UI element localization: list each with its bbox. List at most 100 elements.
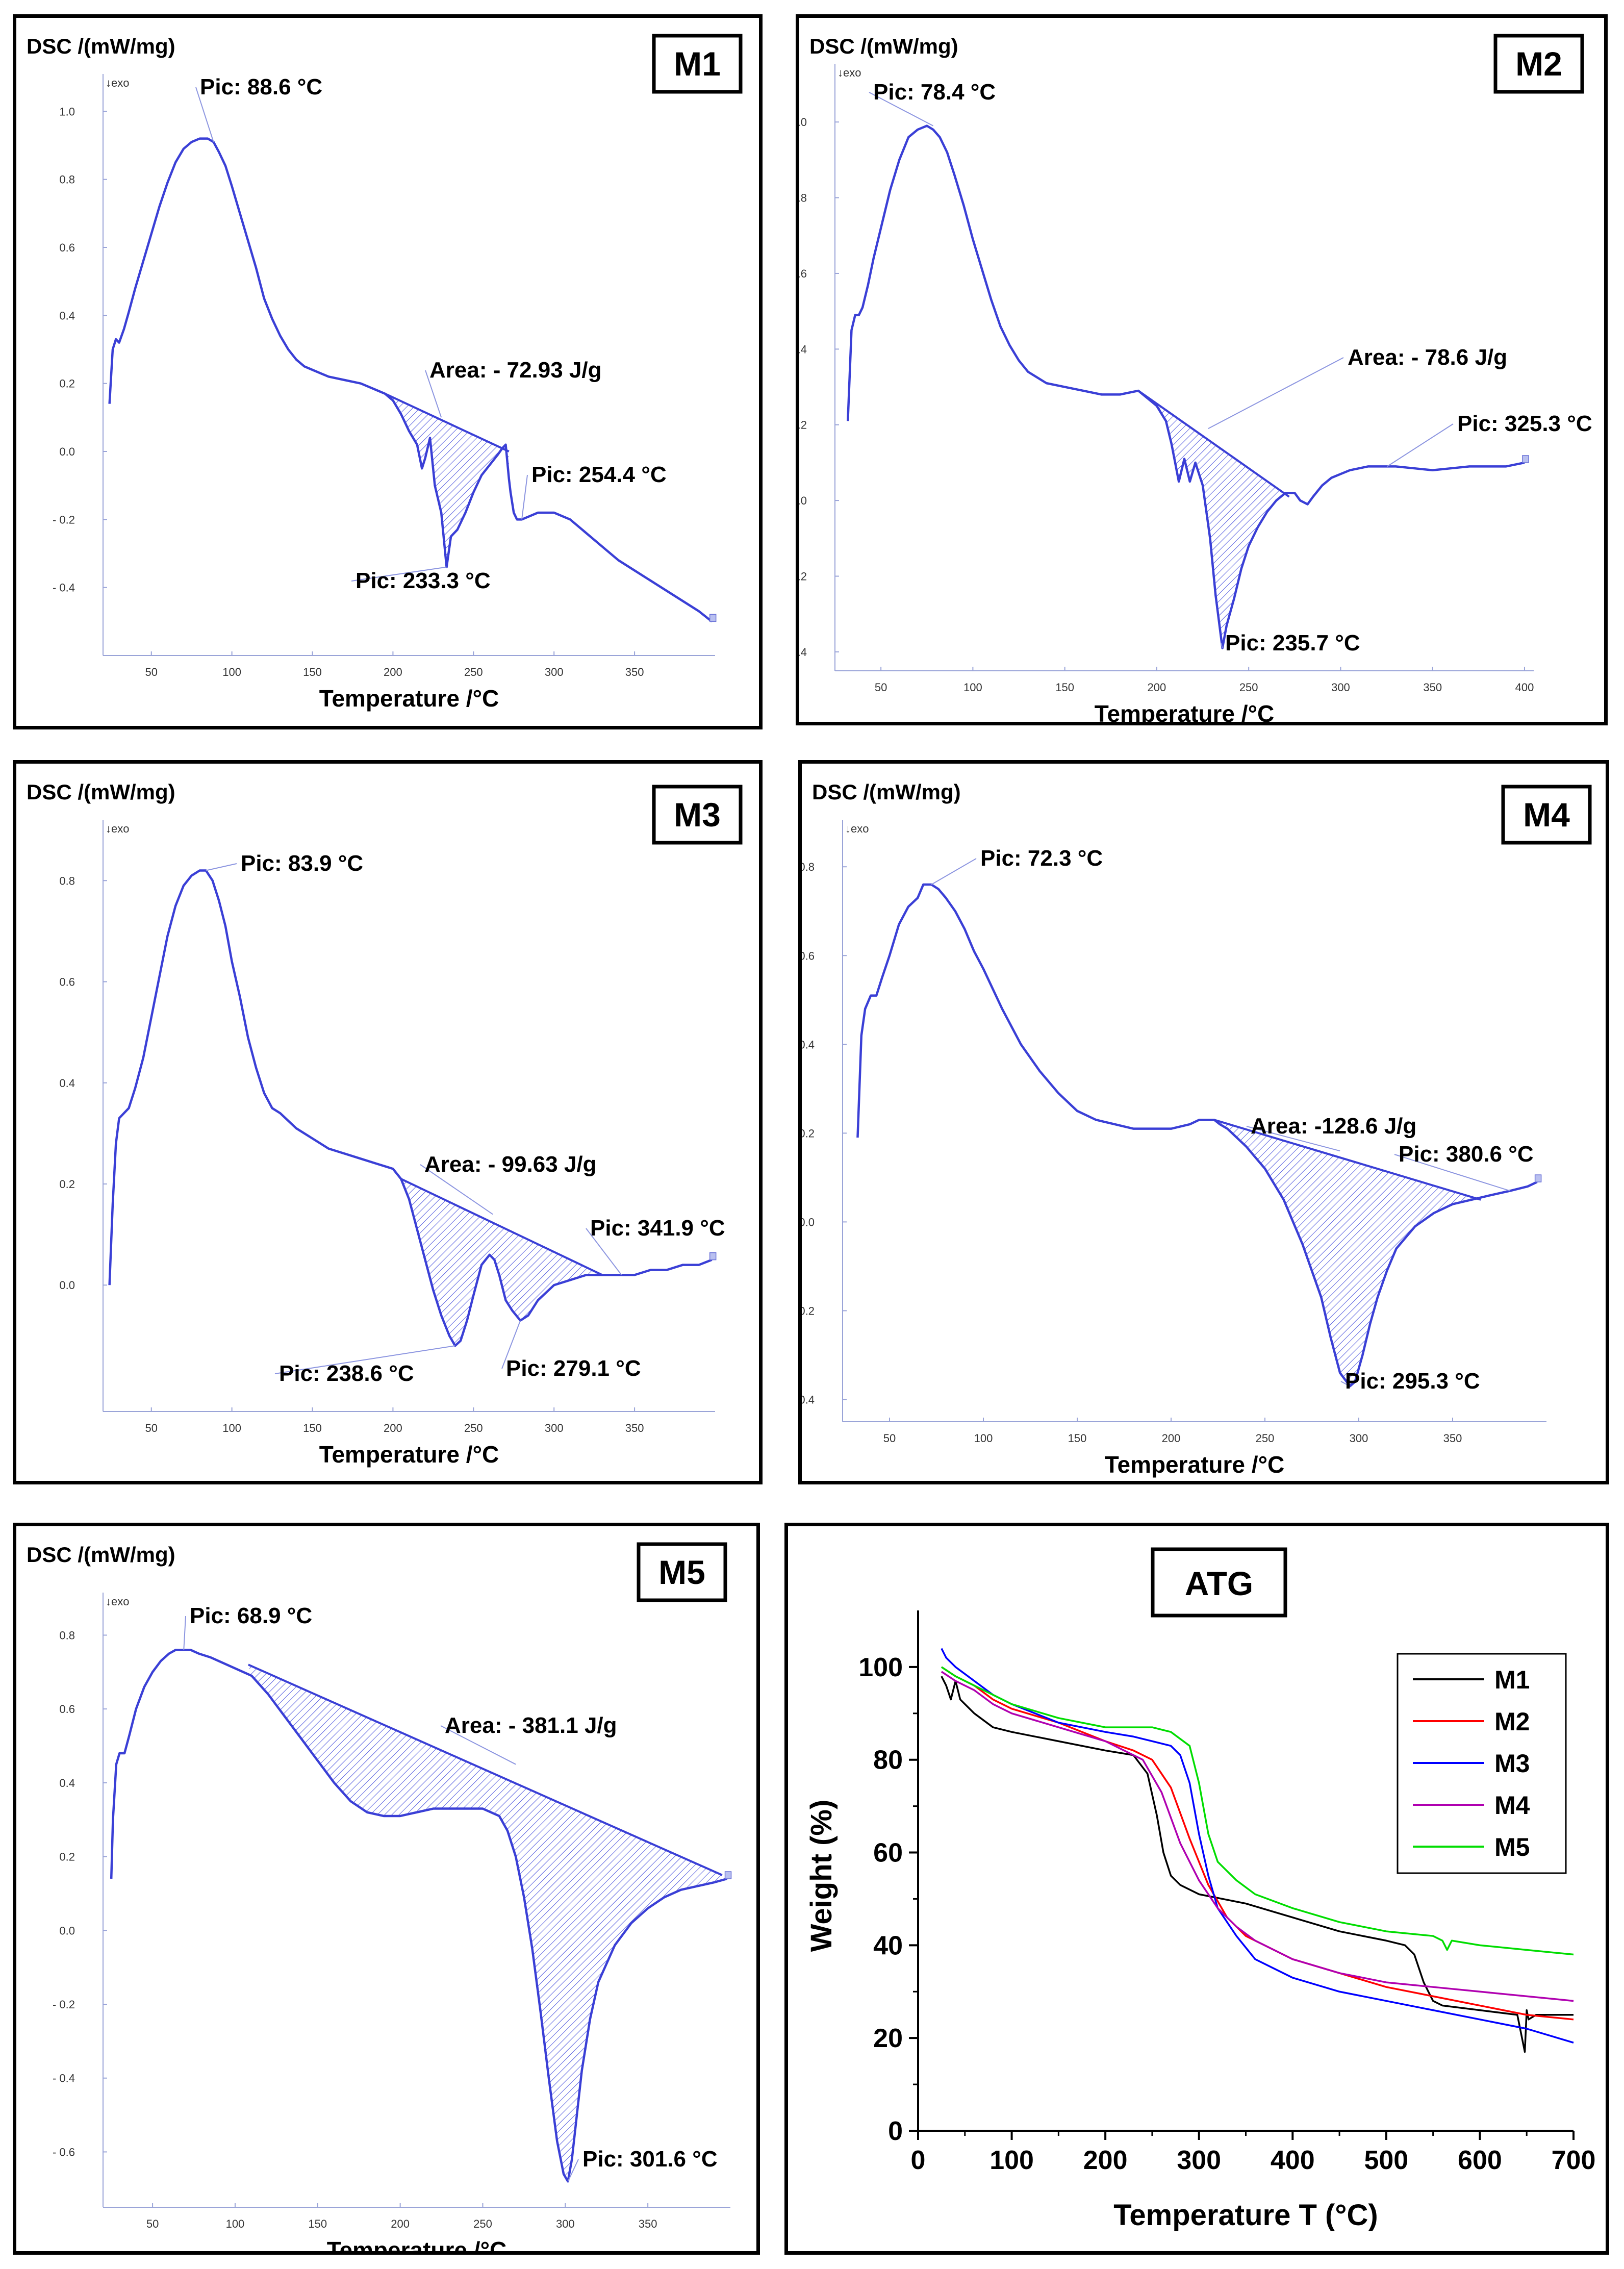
annotation-leader xyxy=(521,474,528,520)
x-tick-label: 150 xyxy=(1055,681,1074,694)
exo-label: ↓exo xyxy=(106,1595,129,1608)
annotation-leader xyxy=(440,1725,516,1765)
y-axis-label: DSC /(mW/mg) xyxy=(27,780,175,804)
annotation-leader xyxy=(420,1164,493,1215)
y-tick-label: - 0.2 xyxy=(802,1304,815,1317)
end-marker xyxy=(1522,455,1529,463)
atg-x-axis-label: Temperature T (°C) xyxy=(1113,2199,1378,2232)
y-tick-label: 1.0 xyxy=(59,105,75,118)
atg-series-m1 xyxy=(941,1676,1574,2053)
sample-label: M1 xyxy=(674,45,721,83)
y-tick-label: - 0.2 xyxy=(53,1998,75,2011)
x-axis-label: Temperature /°C xyxy=(1095,700,1274,722)
y-axis-label: DSC /(mW/mg) xyxy=(809,34,958,58)
y-tick-label: 0.6 xyxy=(59,976,75,989)
y-tick-label: 0.2 xyxy=(59,1178,75,1191)
annotation-leader xyxy=(183,1616,186,1650)
chart-m2: 1.0 0.8 0.6 0.4 0.2 0.0 - 0.2 - 0.4 50 100 150 200 2… xyxy=(799,34,1592,722)
annotation-leader xyxy=(1387,423,1454,467)
x-tick-label: 300 xyxy=(545,666,564,678)
panel-m1: 1.0 0.8 0.6 0.4 0.2 0.0 - 0.2 - 0.4 50 100 150 200 2… xyxy=(13,14,763,729)
baseline-line xyxy=(248,1663,723,1876)
annotation-label: Area: - 381.1 J/g xyxy=(445,1713,617,1738)
sample-label-box xyxy=(1493,34,1584,94)
atg-x-tick-label: 700 xyxy=(1552,2146,1596,2175)
annotation-leader xyxy=(351,566,447,582)
atg-legend-label: M4 xyxy=(1494,1791,1530,1820)
baseline-line xyxy=(400,1178,603,1276)
exo-label: ↓exo xyxy=(838,66,861,79)
atg-x-tick-label: 400 xyxy=(1271,2146,1315,2175)
panel-m3: 0.8 0.6 0.4 0.2 0.0 50 100 150 200 250 300 350 DSC /… xyxy=(13,760,763,1484)
dsc-curve xyxy=(108,869,713,1347)
sample-label: M4 xyxy=(1523,796,1570,834)
y-tick-label: 0.6 xyxy=(59,241,75,254)
annotation-label: Area: - 99.63 J/g xyxy=(424,1152,597,1177)
x-axis-label: Temperature /°C xyxy=(319,685,499,712)
atg-x-tick-label: 200 xyxy=(1083,2146,1128,2175)
annotation-leader xyxy=(567,2159,579,2182)
exo-label: ↓exo xyxy=(106,77,129,89)
y-tick-label: 0.8 xyxy=(59,874,75,887)
x-tick-label: 200 xyxy=(384,666,402,678)
annotation-leader xyxy=(931,858,977,885)
atg-y-tick-label: 100 xyxy=(858,1653,903,1682)
x-tick-label: 300 xyxy=(1350,1432,1368,1445)
end-marker xyxy=(724,1871,732,1879)
y-tick-label: 0.0 xyxy=(802,1216,815,1228)
exo-label: ↓exo xyxy=(845,822,869,835)
y-tick-label: - 0.4 xyxy=(802,1393,815,1406)
atg-series-m4 xyxy=(941,1671,1574,2002)
y-tick-label: 0.6 xyxy=(59,1703,75,1716)
annotation-label: Pic: 325.3 °C xyxy=(1457,411,1592,436)
annotation-label: Pic: 254.4 °C xyxy=(531,462,667,487)
annotation-leader xyxy=(1246,1126,1340,1152)
annotation-leader xyxy=(869,92,933,127)
y-tick-label: 0.4 xyxy=(799,343,807,356)
x-tick-label: 350 xyxy=(1443,1432,1462,1445)
annotation-leader xyxy=(501,1320,521,1369)
x-tick-label: 400 xyxy=(1515,681,1534,694)
x-tick-label: 200 xyxy=(384,1422,402,1434)
x-tick-label: 300 xyxy=(545,1422,564,1434)
y-tick-label: 0.0 xyxy=(799,494,807,507)
x-tick-label: 50 xyxy=(875,681,887,694)
x-tick-label: 350 xyxy=(639,2217,657,2230)
annotation-leader xyxy=(1221,643,1223,648)
atg-legend-label: M5 xyxy=(1494,1833,1530,1861)
x-tick-label: 150 xyxy=(1068,1432,1087,1445)
x-tick-label: 250 xyxy=(464,1422,483,1434)
annotation-leader xyxy=(274,1345,455,1374)
annotation-label: Pic: 301.6 °C xyxy=(582,2147,718,2172)
atg-y-tick-label: 80 xyxy=(873,1746,903,1775)
x-tick-label: 350 xyxy=(625,1422,644,1434)
annotation-label: Pic: 235.7 °C xyxy=(1225,631,1360,656)
atg-title-box xyxy=(1151,1547,1287,1618)
panel-m5: 0.8 0.6 0.4 0.2 0.0 - 0.2 - 0.4 - 0.6 50 100 150 20… xyxy=(13,1523,760,2255)
annotation-label: Pic: 83.9 °C xyxy=(241,851,363,876)
annotation-leader xyxy=(1340,1381,1351,1387)
annotation-label: Area: -128.6 J/g xyxy=(1251,1114,1416,1139)
exo-label: ↓exo xyxy=(106,822,129,835)
x-tick-label: 100 xyxy=(963,681,982,694)
y-tick-label: 1.0 xyxy=(799,116,807,129)
dsc-curve xyxy=(110,1649,728,2183)
y-tick-label: - 0.4 xyxy=(53,582,75,594)
annotation-leader xyxy=(195,87,214,142)
y-axis-label: DSC /(mW/mg) xyxy=(27,34,175,58)
atg-title: ATG xyxy=(1185,1565,1253,1602)
annotation-label: Pic: 88.6 °C xyxy=(200,74,322,99)
sample-label-box xyxy=(1501,785,1592,845)
y-tick-label: 0.0 xyxy=(59,1279,75,1292)
end-marker xyxy=(709,1252,717,1260)
y-tick-label: - 0.4 xyxy=(53,2072,75,2085)
x-tick-label: 100 xyxy=(222,666,241,678)
atg-x-tick-label: 600 xyxy=(1458,2146,1502,2175)
annotation-label: Pic: 72.3 °C xyxy=(980,846,1103,871)
y-tick-label: 0.0 xyxy=(59,1924,75,1937)
atg-legend-label: M1 xyxy=(1494,1666,1530,1694)
x-tick-label: 250 xyxy=(1256,1432,1275,1445)
atg-series-m5 xyxy=(941,1666,1574,1956)
integration-area xyxy=(248,1665,722,2182)
dsc-curve xyxy=(846,124,1525,649)
